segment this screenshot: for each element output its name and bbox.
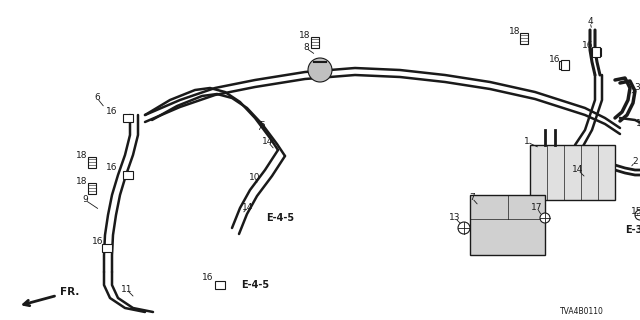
Text: 16: 16: [106, 164, 118, 172]
Bar: [470, 195, 545, 255]
Bar: [88, 156, 96, 167]
Text: 14: 14: [572, 165, 584, 174]
Text: 15: 15: [631, 207, 640, 217]
Circle shape: [458, 222, 470, 234]
Text: 18: 18: [76, 178, 88, 187]
Bar: [561, 60, 569, 70]
Text: 11: 11: [121, 285, 132, 294]
Text: 16: 16: [582, 41, 594, 50]
Text: 17: 17: [531, 204, 543, 212]
Bar: [311, 36, 319, 47]
Bar: [215, 281, 225, 289]
Text: E-3: E-3: [625, 225, 640, 235]
Circle shape: [308, 58, 332, 82]
Bar: [520, 33, 528, 44]
Text: 8: 8: [303, 44, 309, 52]
Text: 13: 13: [449, 213, 461, 222]
Bar: [530, 145, 615, 200]
Text: FR.: FR.: [24, 287, 79, 306]
Text: 5: 5: [259, 121, 265, 130]
Text: 18: 18: [509, 28, 521, 36]
Text: 18: 18: [300, 31, 311, 41]
Bar: [559, 61, 569, 69]
Text: 16: 16: [92, 237, 104, 246]
Text: 9: 9: [82, 196, 88, 204]
Bar: [591, 48, 601, 56]
Text: 16: 16: [549, 55, 561, 65]
Bar: [88, 182, 96, 194]
Text: 7: 7: [469, 194, 475, 203]
Text: 16: 16: [106, 108, 118, 116]
Text: E-4-5: E-4-5: [241, 280, 269, 290]
Text: TVA4B0110: TVA4B0110: [560, 308, 604, 316]
Bar: [102, 244, 112, 252]
Text: 14: 14: [262, 138, 274, 147]
Text: 6: 6: [94, 93, 100, 102]
Text: 12: 12: [636, 118, 640, 127]
Circle shape: [540, 213, 550, 223]
Bar: [592, 47, 600, 57]
Circle shape: [635, 210, 640, 220]
Text: 3: 3: [634, 84, 640, 92]
Bar: [123, 171, 133, 179]
Text: 16: 16: [202, 274, 214, 283]
Text: E-4-5: E-4-5: [266, 213, 294, 223]
Text: 2: 2: [632, 157, 638, 166]
Bar: [123, 114, 133, 122]
Text: 10: 10: [249, 173, 260, 182]
Text: 14: 14: [243, 203, 253, 212]
Text: 1: 1: [524, 138, 530, 147]
Text: 18: 18: [76, 150, 88, 159]
Text: 4: 4: [587, 18, 593, 27]
